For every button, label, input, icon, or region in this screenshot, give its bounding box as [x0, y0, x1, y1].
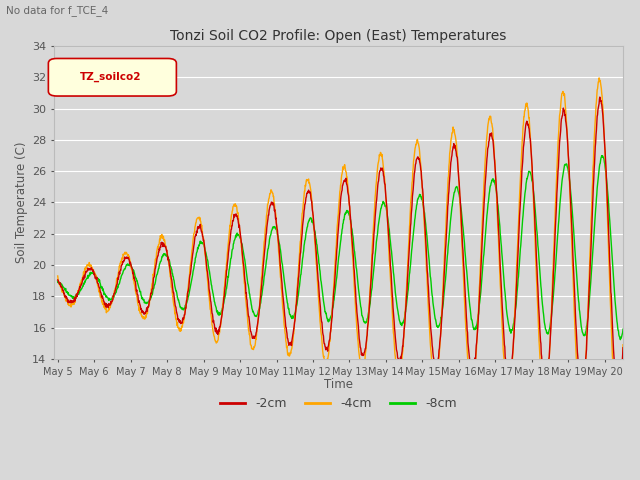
- Legend: -2cm, -4cm, -8cm: -2cm, -4cm, -8cm: [215, 392, 462, 415]
- FancyBboxPatch shape: [49, 59, 177, 96]
- X-axis label: Time: Time: [324, 378, 353, 391]
- Y-axis label: Soil Temperature (C): Soil Temperature (C): [15, 142, 28, 263]
- Text: No data for f_TCE_4: No data for f_TCE_4: [6, 5, 109, 16]
- Title: Tonzi Soil CO2 Profile: Open (East) Temperatures: Tonzi Soil CO2 Profile: Open (East) Temp…: [170, 29, 507, 43]
- Text: TZ_soilco2: TZ_soilco2: [80, 72, 141, 83]
